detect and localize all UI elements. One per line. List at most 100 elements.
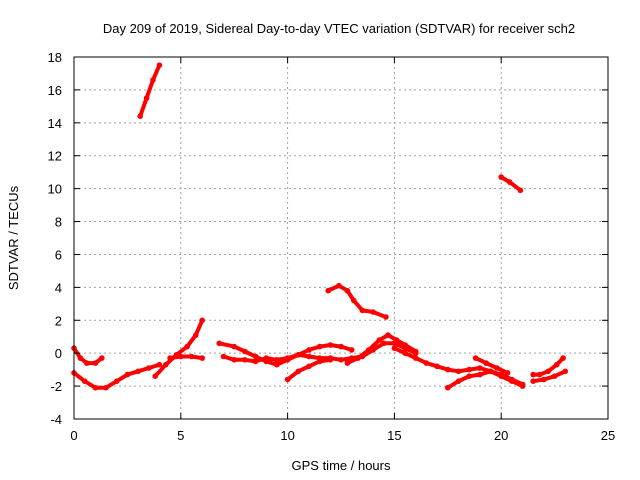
data-point — [385, 332, 391, 338]
data-point — [391, 345, 398, 352]
data-point — [517, 187, 524, 194]
series-arc-hump-12h — [326, 283, 388, 319]
data-point — [370, 309, 376, 315]
data-point — [327, 357, 334, 363]
data-point — [338, 357, 344, 363]
data-point — [274, 357, 280, 363]
data-point — [545, 368, 551, 375]
data-point — [423, 360, 430, 366]
data-point — [413, 348, 419, 355]
y-tick-label: -4 — [50, 412, 62, 427]
data-series — [71, 62, 569, 391]
data-point — [338, 343, 344, 350]
data-point — [553, 361, 560, 368]
data-point — [252, 358, 259, 365]
data-point — [137, 113, 143, 119]
data-point — [498, 174, 505, 180]
data-point — [560, 355, 566, 361]
data-point — [413, 355, 419, 361]
data-point — [92, 360, 99, 366]
y-tick-label: 0 — [55, 346, 62, 361]
data-point — [306, 353, 312, 360]
data-point — [359, 307, 366, 314]
data-point — [383, 314, 389, 320]
data-point — [295, 352, 302, 358]
data-point — [487, 368, 494, 375]
data-point — [366, 347, 372, 353]
data-point — [355, 355, 361, 361]
data-point — [519, 383, 526, 389]
data-point — [380, 340, 387, 347]
y-tick-label: 10 — [48, 182, 62, 197]
data-point — [494, 365, 500, 371]
data-point — [188, 353, 195, 360]
data-point — [193, 332, 199, 338]
series-arc-rise-to-6h — [153, 318, 205, 379]
data-point — [445, 384, 451, 391]
axes: 0 5 10 15 20 25 -4 -2 0 2 4 6 8 10 12 14 16 18 — [48, 50, 616, 443]
data-point — [316, 358, 323, 365]
data-point — [150, 77, 156, 83]
data-point — [167, 355, 173, 361]
x-tick-label: 0 — [70, 428, 77, 443]
data-point — [274, 361, 280, 368]
y-tick-label: 12 — [48, 149, 62, 164]
y-tick-label: 16 — [48, 83, 62, 98]
data-point — [84, 360, 90, 366]
data-point — [551, 373, 558, 380]
y-tick-label: 6 — [55, 247, 62, 262]
data-point — [327, 342, 334, 348]
data-point — [252, 353, 259, 360]
data-point — [184, 343, 190, 350]
x-tick-label: 10 — [280, 428, 294, 443]
data-point — [216, 340, 222, 347]
data-point — [199, 317, 205, 324]
data-point — [506, 179, 513, 185]
data-point — [263, 355, 270, 361]
series-arc-high-rising — [138, 63, 162, 119]
x-tick-label: 15 — [387, 428, 401, 443]
data-point — [466, 366, 473, 373]
data-point — [135, 368, 141, 375]
data-point — [455, 368, 462, 375]
y-tick-label: 14 — [48, 116, 62, 131]
data-point — [284, 355, 291, 361]
data-point — [402, 350, 408, 357]
data-point — [99, 355, 105, 361]
data-point — [376, 337, 383, 343]
y-tick-label: 4 — [55, 280, 62, 295]
data-point — [113, 378, 120, 385]
data-point — [295, 368, 302, 375]
data-point — [348, 347, 355, 353]
data-point — [316, 343, 323, 350]
data-point — [92, 384, 99, 391]
data-point — [284, 376, 291, 383]
series-arc-late-1 — [531, 369, 568, 384]
data-point — [306, 347, 312, 353]
y-tick-label: 2 — [55, 313, 62, 328]
y-axis-label: SDTVAR / TECUs — [6, 185, 21, 290]
data-point — [156, 62, 163, 68]
chart-title: Day 209 of 2019, Sidereal Day-to-day VTE… — [103, 21, 575, 36]
data-point — [344, 287, 351, 294]
data-point — [77, 355, 84, 361]
x-axis-label: GPS time / hours — [292, 458, 391, 473]
x-tick-label: 5 — [177, 428, 184, 443]
data-point — [81, 378, 88, 385]
data-point — [124, 371, 131, 378]
data-point — [325, 287, 332, 294]
data-point — [146, 365, 152, 371]
data-point — [231, 343, 237, 350]
data-point — [393, 337, 400, 343]
data-point — [143, 95, 150, 101]
data-point — [509, 378, 515, 385]
data-point — [498, 373, 505, 380]
data-point — [445, 366, 451, 373]
data-point — [156, 361, 163, 368]
data-point — [178, 353, 184, 360]
y-tick-label: 8 — [55, 215, 62, 230]
data-point — [477, 365, 483, 371]
y-tick-label: 18 — [48, 50, 62, 65]
x-tick-label: 20 — [494, 428, 508, 443]
